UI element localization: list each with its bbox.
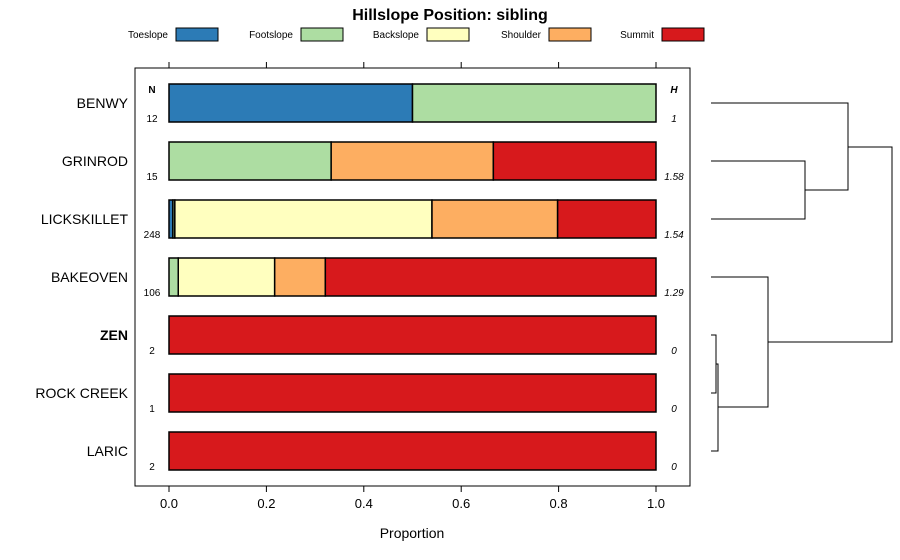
- bar-row-bakeoven: BAKEOVEN 106 1.29: [51, 257, 684, 299]
- dendrogram-branch-benwy: [711, 102, 849, 191]
- category-label: ROCK CREEK: [35, 385, 128, 401]
- x-axis-title: Proportion: [380, 525, 445, 541]
- bar-row-grinrod: GRINROD 15 1.58: [62, 141, 684, 183]
- category-label: GRINROD: [62, 153, 128, 169]
- legend-swatch-toeslope: [175, 27, 219, 42]
- dendrogram-branch-zen-rockcreek: [711, 334, 717, 394]
- category-label: LICKSKILLET: [41, 211, 129, 227]
- legend-label-footslope: Footslope: [249, 30, 293, 41]
- legend-swatch-shoulder: [548, 27, 592, 42]
- x-tick-label: 0.0: [160, 496, 178, 511]
- legend-label-shoulder: Shoulder: [501, 30, 542, 41]
- h-value: 0: [671, 346, 677, 357]
- bar-segment-summit: [556, 199, 657, 239]
- h-value: 1: [671, 114, 677, 125]
- x-tick-label: 0.4: [355, 496, 373, 511]
- x-tick-label: 0.8: [550, 496, 568, 511]
- legend-swatch-summit: [661, 27, 705, 42]
- h-value: 0: [671, 404, 677, 415]
- plot-frame: [134, 67, 691, 487]
- category-label: LARIC: [87, 443, 128, 459]
- dendrogram-branch-root: [768, 146, 893, 343]
- bar-segment-summit: [168, 315, 657, 355]
- x-tick-label: 0.6: [452, 496, 470, 511]
- bar-row-zen: ZEN 2 0: [100, 315, 677, 357]
- dendrogram: [711, 102, 893, 452]
- dendrogram-branch-bakeoven: [711, 276, 769, 408]
- h-value: 1.29: [664, 288, 684, 299]
- bar-segment-summit: [168, 431, 657, 471]
- bar-segment-backslope: [174, 199, 433, 239]
- h-value: 0: [671, 462, 677, 473]
- x-axis: 0.0 0.2 0.4 0.6 0.8 1.0: [160, 62, 665, 511]
- n-header: N: [148, 85, 155, 96]
- bar-segment-shoulder: [330, 141, 495, 181]
- legend-label-summit: Summit: [620, 30, 654, 41]
- x-tick-label: 1.0: [647, 496, 665, 511]
- x-tick-label: 0.2: [257, 496, 275, 511]
- legend-label-backslope: Backslope: [373, 30, 420, 41]
- bar-segment-footslope: [411, 83, 657, 123]
- h-header: H: [670, 85, 678, 96]
- category-label: BENWY: [77, 95, 129, 111]
- n-value: 2: [149, 346, 155, 357]
- bar-row-benwy: BENWY 12 1: [77, 83, 677, 125]
- bar-row-lickskillet: LICKSKILLET 248 1.54: [41, 199, 684, 241]
- dendrogram-branch-laric: [711, 363, 719, 452]
- legend: Toeslope Footslope Backslope Shoulder Summit: [128, 27, 705, 42]
- bar-segment-summit: [492, 141, 657, 181]
- bar-segment-backslope: [177, 257, 276, 297]
- n-value: 106: [144, 288, 161, 299]
- category-label: ZEN: [100, 327, 128, 343]
- n-value: 12: [146, 114, 158, 125]
- h-value: 1.58: [664, 172, 684, 183]
- n-value: 2: [149, 462, 155, 473]
- bar-segment-footslope: [168, 141, 332, 181]
- h-value: 1.54: [664, 230, 684, 241]
- bar-row-rock-creek: ROCK CREEK 1 0: [35, 373, 677, 415]
- bar-segment-footslope: [168, 257, 180, 297]
- bar-segment-shoulder: [273, 257, 327, 297]
- dendrogram-branch-grinrod-lickskillet: [711, 160, 806, 220]
- n-value: 15: [146, 172, 158, 183]
- n-value: 1: [149, 404, 155, 415]
- n-value: 248: [144, 230, 161, 241]
- category-label: BAKEOVEN: [51, 269, 128, 285]
- bar-segment-toeslope: [168, 83, 414, 123]
- legend-label-toeslope: Toeslope: [128, 30, 168, 41]
- chart-title: Hillslope Position: sibling: [352, 7, 548, 24]
- legend-swatch-footslope: [300, 27, 344, 42]
- bar-segment-summit: [168, 373, 657, 413]
- bar-row-laric: LARIC 2 0: [87, 431, 677, 473]
- legend-swatch-backslope: [426, 27, 470, 42]
- bar-segment-shoulder: [431, 199, 559, 239]
- bar-segment-summit: [324, 257, 657, 297]
